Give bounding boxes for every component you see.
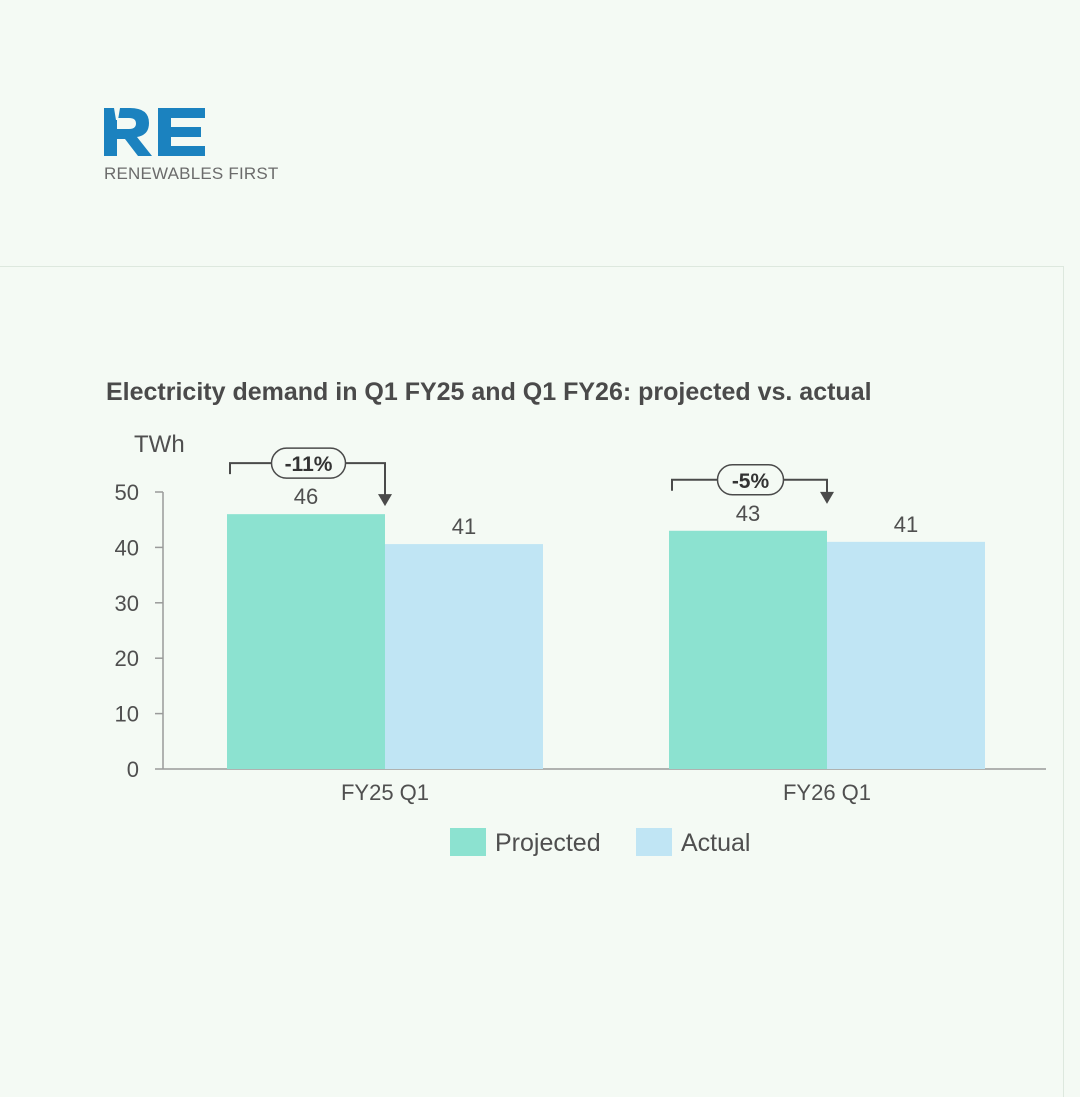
- data-label: 46: [294, 484, 318, 509]
- data-label: 41: [452, 514, 476, 539]
- y-tick-label: 30: [115, 591, 139, 616]
- y-tick-label: 40: [115, 535, 139, 560]
- re-logo-icon: [104, 108, 205, 156]
- annotation-arrow-icon: [378, 494, 392, 507]
- brand-logo: RENEWABLES FIRST: [104, 108, 304, 188]
- chart-title: Electricity demand in Q1 FY25 and Q1 FY2…: [106, 378, 872, 406]
- x-tick-label: FY26 Q1: [783, 780, 871, 805]
- data-label: 41: [894, 512, 918, 537]
- y-axis-label: TWh: [134, 431, 185, 458]
- annotation-arrow-icon: [820, 491, 834, 504]
- annotation-label: -5%: [732, 470, 770, 493]
- data-label: 43: [736, 501, 760, 526]
- legend-label-projected: Projected: [495, 829, 601, 857]
- annotation-label: -11%: [285, 453, 333, 476]
- bar-projected-0: [227, 514, 385, 769]
- annotation-pill: [716, 464, 785, 496]
- legend-label-actual: Actual: [681, 829, 750, 857]
- bar-projected-1: [669, 530, 827, 769]
- legend-swatch-projected: [450, 828, 486, 856]
- y-tick-label: 20: [115, 646, 139, 671]
- brand-name: RENEWABLES FIRST: [104, 164, 279, 183]
- legend-swatch-actual: [636, 828, 672, 856]
- y-tick-label: 0: [127, 757, 139, 782]
- y-tick-label: 50: [115, 480, 139, 505]
- bar-actual-0: [385, 544, 543, 769]
- x-tick-label: FY25 Q1: [341, 780, 429, 805]
- bar-actual-1: [827, 541, 985, 769]
- y-tick-label: 10: [115, 702, 139, 727]
- chart-panel: [0, 266, 1064, 1097]
- annotation-pill: [270, 447, 347, 479]
